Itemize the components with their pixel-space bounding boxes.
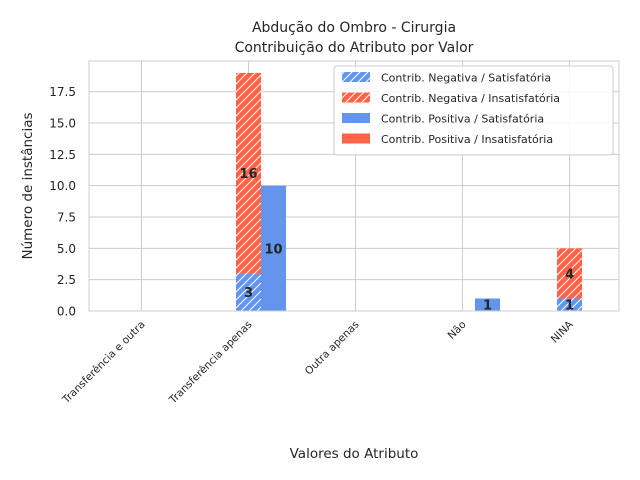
data-label: 4 — [565, 267, 574, 282]
bars — [236, 72, 582, 311]
x-tick-label: Transferência e outra — [60, 319, 148, 407]
y-tick-label: 0.0 — [57, 305, 76, 319]
data-label: 1 — [565, 299, 574, 314]
data-label: 10 — [264, 242, 282, 257]
x-tick-label: NINA — [549, 318, 576, 345]
y-axis-label: Número de instâncias — [20, 112, 36, 259]
bar-hatch — [236, 72, 261, 274]
y-tick-label: 2.5 — [57, 273, 76, 287]
y-tick-label: 12.5 — [49, 148, 76, 162]
x-tick-labels: Transferência e outra Transferência apena… — [60, 318, 576, 407]
plot-frame — [88, 60, 620, 312]
y-tick-label: 7.5 — [57, 211, 76, 225]
legend-swatch-hatch — [342, 72, 370, 82]
chart-title-line1: Abdução do Ombro - Cirurgia — [252, 20, 456, 36]
data-labels: 3 16 10 1 1 4 — [239, 167, 574, 314]
y-tick-label: 15.0 — [49, 117, 76, 131]
data-label: 16 — [239, 167, 257, 182]
bar-hatch — [236, 273, 261, 311]
y-tick-labels: 0.0 2.5 5.0 7.5 10.0 12.5 15.0 17.5 — [49, 85, 76, 318]
bar — [261, 185, 286, 311]
bar-hatch — [557, 298, 582, 311]
x-axis-label: Valores do Atributo — [290, 446, 419, 462]
legend-swatch-hatch — [342, 92, 370, 103]
data-label: 1 — [483, 299, 492, 314]
y-tick-label: 17.5 — [49, 85, 76, 99]
x-tick-label: Não — [445, 319, 468, 342]
bar-hatch — [557, 248, 582, 299]
legend-swatch — [342, 133, 370, 144]
x-tick-label: Transferência apenas — [166, 319, 254, 407]
legend-entry: Contrib. Negativa / Satisfatória — [381, 72, 551, 85]
y-tick-label: 5.0 — [57, 242, 76, 256]
legend: Contrib. Negativa / Satisfatória Contrib.… — [333, 65, 614, 156]
legend-swatch — [342, 113, 370, 123]
x-tick-label: Outra apenas — [303, 319, 362, 378]
legend-entry: Contrib. Positiva / Insatisfatória — [381, 133, 553, 146]
legend-entry: Contrib. Negativa / Insatisfatória — [381, 92, 560, 105]
data-label: 3 — [244, 286, 253, 301]
chart-title-line2: Contribuição do Atributo por Valor — [235, 40, 474, 56]
y-tick-label: 10.0 — [49, 179, 76, 193]
legend-frame — [333, 65, 614, 156]
bar — [475, 298, 500, 311]
legend-entry: Contrib. Positiva / Satisfatória — [381, 113, 544, 126]
